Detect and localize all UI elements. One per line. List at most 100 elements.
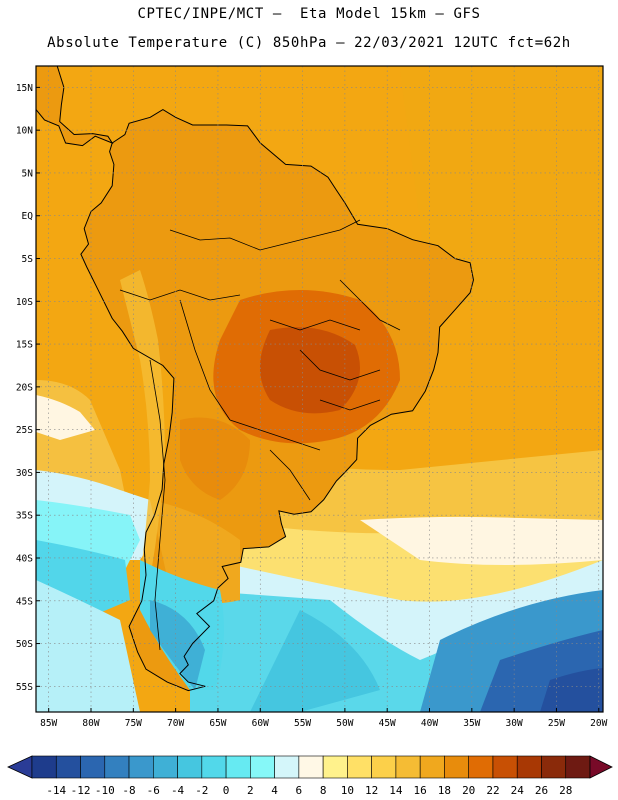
colorbar-label: 26 — [535, 784, 548, 797]
lon-label: 35W — [463, 718, 480, 729]
colorbar-label: 18 — [438, 784, 451, 797]
colorbar-swatch — [419, 755, 445, 779]
colorbar-swatch — [371, 755, 397, 779]
colorbar-swatch — [128, 755, 154, 779]
colorbar-label: -6 — [147, 784, 160, 797]
colorbar-under-arrow — [7, 755, 33, 779]
pacific-cool-patch — [36, 395, 95, 440]
pacific-south-field — [36, 580, 140, 712]
colorbar-label: 0 — [223, 784, 230, 797]
lon-label: 45W — [379, 718, 396, 729]
colorbar-swatch — [468, 755, 494, 779]
lon-label: 40W — [421, 718, 438, 729]
lat-label: 5S — [22, 254, 34, 265]
colorbar-label: 4 — [271, 784, 278, 797]
colorbar-swatch — [225, 755, 251, 779]
lat-label: 15S — [16, 340, 33, 351]
lat-label: 40S — [16, 553, 33, 564]
uruguay-border — [269, 449, 311, 501]
colorbar-label: 12 — [365, 784, 378, 797]
colorbar-swatch — [250, 755, 275, 779]
lon-label: 85W — [40, 718, 57, 729]
colorbar-swatch — [80, 755, 106, 779]
colorbar-swatch — [322, 755, 348, 779]
lon-label: 30W — [506, 718, 523, 729]
brazil-state-border-1 — [339, 279, 401, 331]
brazil-state-border-2 — [269, 319, 361, 331]
colorbar-swatch — [298, 755, 324, 779]
paraguay-border — [229, 419, 321, 451]
peru-brazil-border — [119, 289, 241, 301]
lat-label: 30S — [16, 468, 33, 479]
map-title-line2: Absolute Temperature (C) 850hPa – 22/03/… — [47, 35, 571, 51]
lat-label: 5N — [22, 168, 34, 179]
colorbar-label: 8 — [320, 784, 327, 797]
colorbar-swatch — [274, 755, 300, 779]
colorbar-label: -4 — [171, 784, 185, 797]
colorbar-label: -14 — [46, 784, 66, 797]
lon-label: 25W — [548, 718, 565, 729]
colorbar-swatch — [516, 755, 542, 779]
colorbar-label: 2 — [247, 784, 254, 797]
lon-label: 20W — [590, 718, 607, 729]
lon-label: 60W — [252, 718, 269, 729]
map-plot-area — [36, 66, 603, 712]
lon-label: 50W — [336, 718, 353, 729]
colorbar-label: 16 — [414, 784, 427, 797]
chile-argentina-border — [149, 359, 166, 651]
colorbar-label: 22 — [486, 784, 499, 797]
central-brazil-hot-core — [260, 327, 360, 414]
colorbar-label: 6 — [296, 784, 303, 797]
colorbar-labels: -14 -12 -10 -8 -6 -4 -2 0 2 4 6 8 10 12 14 16 18 20 22 24 26… — [46, 784, 572, 797]
country-borders — [119, 219, 401, 651]
lon-label: 75W — [125, 718, 142, 729]
colorbar-label: -8 — [122, 784, 135, 797]
corner-coldest — [540, 668, 603, 712]
lat-label: 10S — [16, 297, 33, 308]
patagonia-coldest — [150, 600, 205, 690]
south-atlantic-cool-band — [360, 516, 603, 565]
colorbar-label: -12 — [71, 784, 91, 797]
colorbar-over-arrow — [589, 755, 613, 779]
map-axes-ticks — [36, 86, 600, 712]
lon-label: 55W — [294, 718, 311, 729]
brazil-state-border-4 — [319, 399, 381, 411]
colorbar-swatch — [55, 755, 81, 779]
chaco-warm-patch — [180, 417, 250, 500]
colorbar-swatch — [177, 755, 203, 779]
lat-label: EQ — [22, 211, 34, 222]
graticule — [36, 66, 603, 712]
colorbar-label: 28 — [559, 784, 572, 797]
lat-label: 55S — [16, 682, 33, 693]
lon-label: 70W — [167, 718, 184, 729]
colorbar-swatch — [201, 755, 227, 779]
lat-label: 35S — [16, 511, 33, 522]
northern-border — [169, 219, 361, 251]
colorbar-swatch — [492, 755, 518, 779]
bolivia-border — [179, 299, 231, 421]
colorbar-label: 10 — [341, 784, 354, 797]
colorbar-label: -10 — [95, 784, 115, 797]
colorbar-swatch — [31, 755, 57, 779]
lat-label: 20S — [16, 382, 33, 393]
coastline — [36, 66, 475, 692]
map-frame — [35, 65, 604, 713]
colorbar-swatch — [153, 755, 178, 779]
lat-label: 15N — [16, 83, 33, 94]
colorbar-swatch — [541, 755, 567, 779]
colorbar-swatch — [444, 755, 469, 779]
colorbar-label: 14 — [389, 784, 403, 797]
colorbar-label: -2 — [195, 784, 208, 797]
colorbar-swatch — [347, 755, 372, 779]
lat-label: 50S — [16, 639, 33, 650]
colorbar-swatch — [395, 755, 421, 779]
north-ocean-field — [36, 70, 603, 310]
colorbar-label: 24 — [511, 784, 525, 797]
colorbar-swatch — [565, 755, 591, 779]
lat-label: 45S — [16, 596, 33, 607]
colorbar-swatch — [104, 755, 130, 779]
colorbar — [7, 755, 613, 779]
lon-label: 80W — [82, 718, 99, 729]
lat-label: 25S — [16, 425, 33, 436]
